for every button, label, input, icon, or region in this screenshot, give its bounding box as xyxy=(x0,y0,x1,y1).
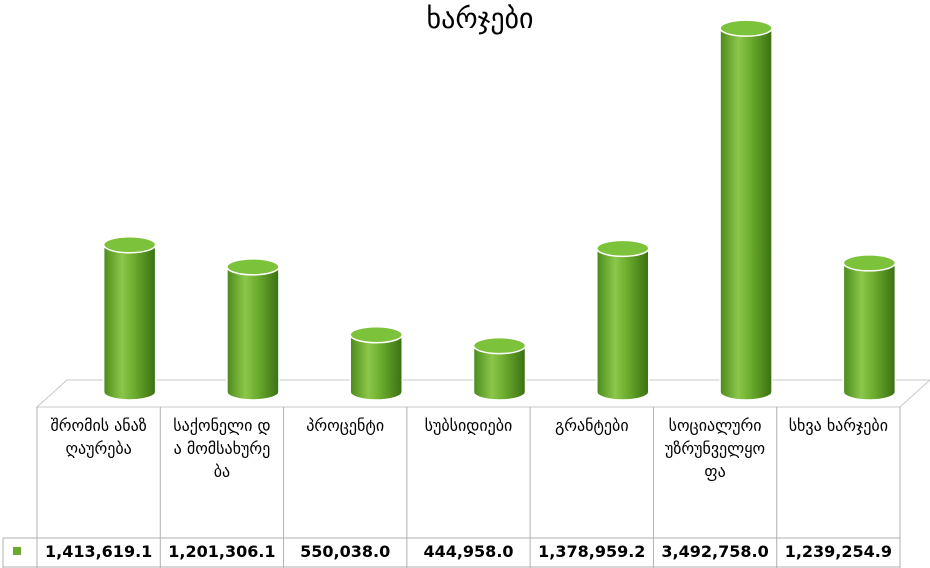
data-label: 1,239,254.9 xyxy=(784,542,892,561)
bar xyxy=(472,336,527,401)
x-tick-label: სუბსიდიები xyxy=(424,416,513,435)
x-tick-label: შრომის ანაზღაურება xyxy=(50,416,147,458)
data-label: 550,038.0 xyxy=(300,542,391,561)
chart-title: ხარჯები xyxy=(426,2,534,35)
data-label: 1,413,619.1 xyxy=(44,542,153,561)
bar xyxy=(719,19,773,401)
data-label: 3,492,758.0 xyxy=(661,542,769,561)
x-tick-label: პროცენტი xyxy=(306,416,385,435)
bar xyxy=(226,258,280,401)
bar xyxy=(102,235,157,401)
data-label: 444,958.0 xyxy=(423,542,514,561)
legend-key-icon xyxy=(13,547,21,555)
data-label: 1,378,959.2 xyxy=(538,542,646,561)
bar xyxy=(596,239,650,401)
data-label: 1,201,306.1 xyxy=(168,542,276,561)
bar xyxy=(842,254,897,401)
x-tick-label: საქონელი და მომსახურება xyxy=(173,416,271,481)
bar xyxy=(349,325,403,401)
x-tick-label: სოციალური უზრუნველყოფა xyxy=(665,416,766,481)
x-tick-label: სხვა ხარჯები xyxy=(788,416,888,435)
x-tick-label: გრანტები xyxy=(554,416,629,435)
